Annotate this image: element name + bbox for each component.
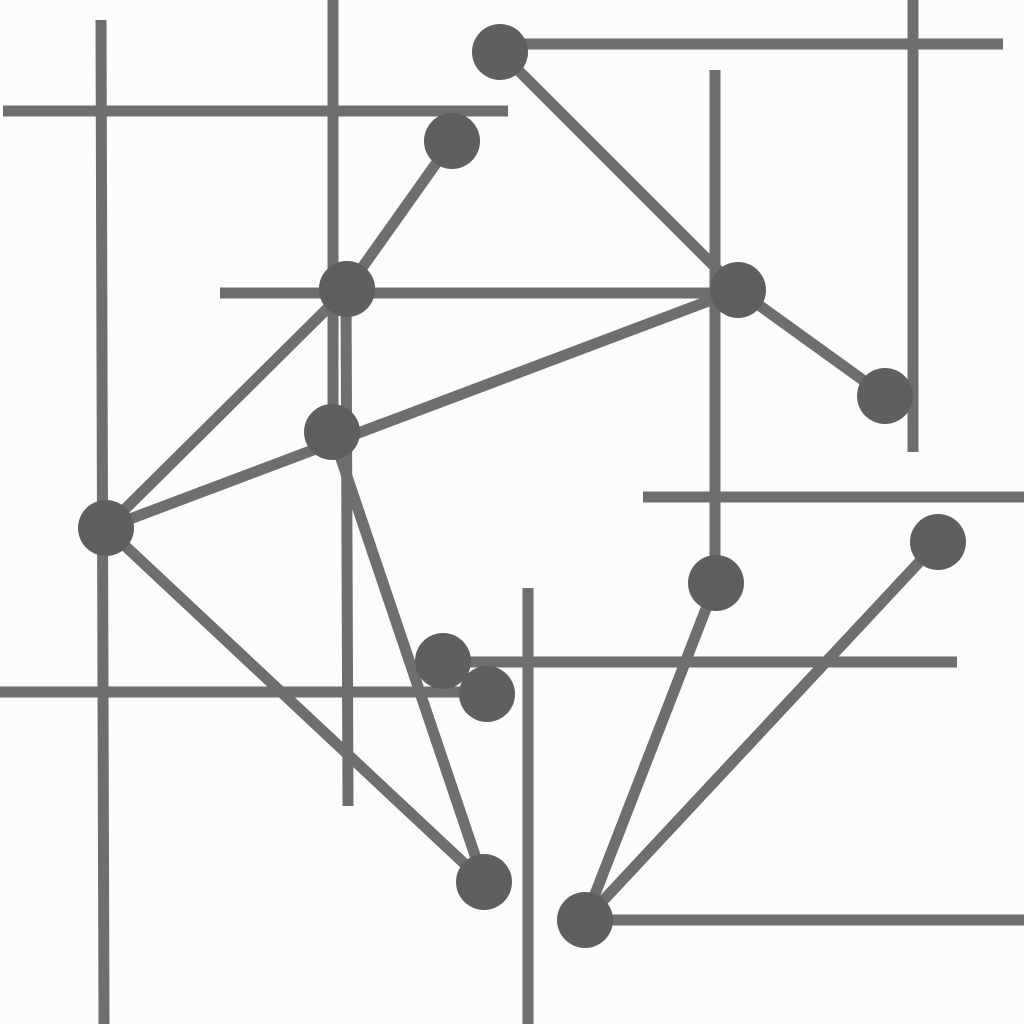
node-n11 [910, 514, 966, 570]
edge-n3-n4 [102, 523, 488, 887]
node-n1 [424, 113, 480, 169]
edge-n2-n3 [102, 285, 351, 532]
edge-n12-n13 [579, 581, 722, 922]
edge-n1-n2 [342, 137, 457, 293]
edge-n3-n6 [104, 284, 740, 534]
node-n14 [319, 261, 375, 317]
node-n3 [78, 500, 134, 556]
node-n7 [857, 368, 913, 424]
node-n13 [688, 555, 744, 611]
nodes [78, 24, 966, 948]
vertical-line-3 [340, 289, 354, 807]
edges [102, 48, 943, 924]
node-n4 [456, 854, 512, 910]
node-n12 [557, 892, 613, 948]
node-n9 [415, 633, 471, 689]
node-n6 [710, 262, 766, 318]
edge-n6-n7 [734, 285, 889, 401]
node-n8 [304, 404, 360, 460]
edge-n4-n8 [326, 430, 490, 884]
edge-n11-n12 [580, 538, 943, 924]
node-n10 [459, 666, 515, 722]
node-n5 [472, 24, 528, 80]
edge-n5-n6 [496, 48, 742, 294]
